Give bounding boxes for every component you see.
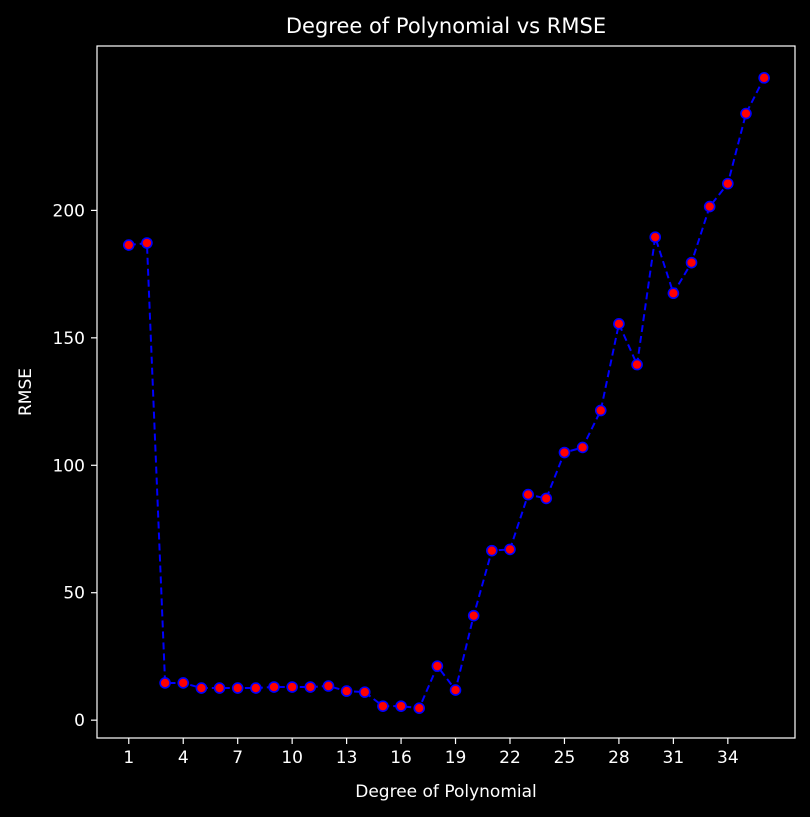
y-tick-label: 150: [53, 329, 85, 349]
x-axis-label: Degree of Polynomial: [355, 782, 537, 802]
data-point: [322, 680, 335, 692]
data-point: [703, 200, 716, 213]
data-point: [358, 686, 371, 698]
data-point: [286, 681, 298, 693]
x-tick-label: 34: [717, 748, 739, 768]
data-point: [395, 700, 407, 712]
data-point: [195, 682, 208, 694]
data-point: [340, 685, 353, 697]
x-tick-label: 10: [281, 748, 303, 768]
data-point: [576, 441, 589, 454]
data-point: [431, 660, 444, 672]
x-tick-label: 13: [336, 748, 358, 768]
data-point: [613, 318, 625, 330]
data-point: [213, 682, 226, 694]
y-tick-label: 50: [63, 584, 85, 604]
data-point: [304, 681, 317, 693]
x-tick-label: 19: [445, 748, 467, 768]
data-point: [740, 107, 752, 120]
y-axis-label: RMSE: [16, 368, 36, 416]
x-tick-label: 31: [663, 748, 685, 768]
data-point: [685, 256, 698, 269]
x-tick-label: 25: [554, 748, 576, 768]
data-point: [159, 677, 171, 689]
data-point: [413, 702, 426, 714]
data-point: [540, 492, 553, 505]
data-point: [467, 609, 480, 622]
data-point: [486, 544, 498, 557]
axes-frame: [96, 45, 796, 739]
data-point: [231, 682, 244, 694]
plot-area: [96, 45, 796, 739]
y-tick-label: 200: [53, 201, 85, 221]
data-point: [177, 677, 190, 689]
x-axis-ticks: 1 4 7 10 13 16 19 22 25 28 31 34: [123, 738, 739, 768]
data-point: [377, 700, 389, 712]
chart-title: Degree of Polynomial vs RMSE: [286, 14, 606, 38]
data-point: [522, 488, 534, 501]
x-tick-label: 22: [499, 748, 521, 768]
data-point: [449, 684, 462, 696]
data-point: [504, 543, 516, 556]
data-point: [649, 231, 662, 243]
data-point: [631, 358, 643, 371]
x-tick-label: 7: [232, 748, 243, 768]
x-tick-label: 16: [390, 748, 412, 768]
data-point: [594, 404, 607, 417]
data-point: [758, 72, 770, 84]
data-point: [250, 682, 262, 694]
data-point: [667, 287, 680, 300]
y-tick-label: 0: [74, 711, 85, 731]
x-tick-label: 1: [123, 748, 134, 768]
x-tick-label: 4: [178, 748, 189, 768]
x-tick-label: 28: [608, 748, 630, 768]
y-axis-ticks: 0 50 100 150 200: [53, 201, 97, 731]
data-point: [141, 237, 153, 249]
data-point: [722, 177, 734, 190]
data-point: [122, 239, 135, 251]
data-point: [268, 681, 280, 693]
y-tick-label: 100: [53, 456, 85, 476]
series-markers: [122, 72, 770, 714]
data-point: [558, 446, 571, 459]
